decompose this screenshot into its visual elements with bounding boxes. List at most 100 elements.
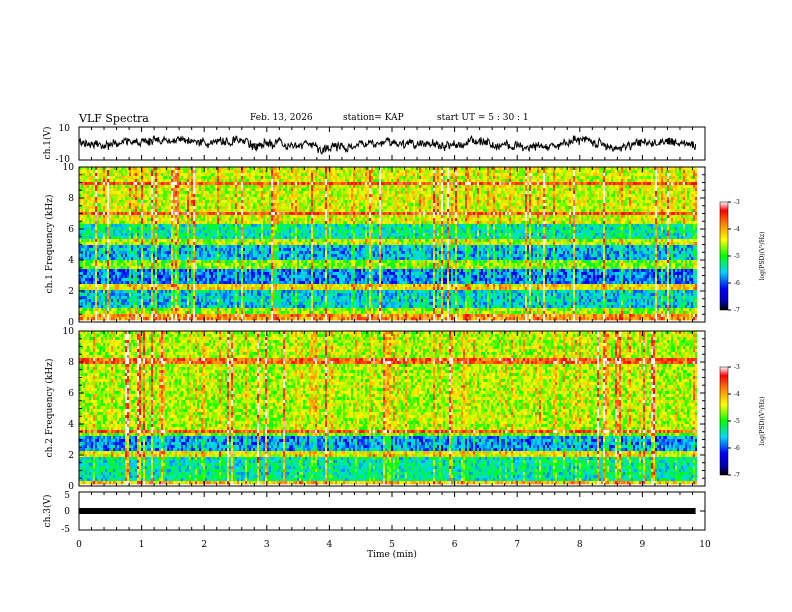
spectrogram-cell — [637, 203, 640, 207]
spectrogram-cell — [81, 200, 84, 204]
spectrogram-cell — [133, 188, 136, 192]
spectrogram-cell — [383, 182, 386, 186]
spectrogram-cell — [591, 197, 594, 201]
spectrogram-cell — [141, 203, 144, 207]
spectrogram-cell — [437, 212, 440, 216]
spectrogram-cell — [231, 191, 234, 195]
spectrogram-cell — [277, 173, 280, 177]
spectrogram-cell — [271, 197, 274, 201]
spectrogram-cell — [461, 173, 464, 177]
spectrogram-cell — [481, 173, 484, 177]
spectrogram-cell — [205, 212, 208, 216]
spectrogram-cell — [573, 194, 576, 198]
spectrogram-cell — [135, 173, 138, 177]
spectrogram-cell — [355, 203, 358, 207]
spectrogram-cell — [611, 200, 614, 204]
spectrogram-cell — [423, 170, 426, 174]
spectrogram-cell — [263, 185, 266, 189]
spectrogram-cell — [175, 206, 178, 210]
spectrogram-cell — [211, 191, 214, 195]
spectrogram-cell — [149, 206, 152, 210]
spectrogram-cell — [561, 188, 564, 192]
spectrogram-cell — [425, 200, 428, 204]
spectrogram-cell — [639, 173, 642, 177]
spectrogram-cell — [589, 200, 592, 204]
spectrogram-cell — [89, 170, 92, 174]
spectrogram-cell — [499, 179, 502, 183]
spectrogram-cell — [551, 194, 554, 198]
spectrogram-cell — [195, 191, 198, 195]
spectrogram-cell — [439, 200, 442, 204]
spectrogram-cell — [619, 197, 622, 201]
spectrogram-cell — [145, 206, 148, 210]
spectrogram-cell — [375, 206, 378, 210]
spectrogram-cell — [617, 188, 620, 192]
spectrogram-cell — [265, 188, 268, 192]
spectrogram-cell — [283, 167, 286, 171]
spectrogram-cell — [443, 185, 446, 189]
spectrogram-cell — [177, 203, 180, 207]
spectrogram-cell — [573, 167, 576, 171]
spectrogram-cell — [199, 173, 202, 177]
spectrogram-cell — [643, 173, 646, 177]
spectrogram-cell — [457, 173, 460, 177]
spectrogram-cell — [579, 188, 582, 192]
spectrogram-cell — [555, 188, 558, 192]
spectrogram-cell — [329, 212, 332, 216]
spectrogram-cell — [141, 185, 144, 189]
spectrogram-cell — [651, 200, 654, 204]
spectrogram-cell — [423, 206, 426, 210]
spectrogram-cell — [371, 173, 374, 177]
spectrogram-cell — [259, 167, 262, 171]
spectrogram-cell — [411, 188, 414, 192]
spectrogram-cell — [441, 170, 444, 174]
spectrogram-cell — [389, 179, 392, 183]
spectrogram-cell — [345, 194, 348, 198]
spectrogram-cell — [87, 167, 90, 171]
spectrogram-cell — [665, 209, 668, 213]
spectrogram-cell — [253, 170, 256, 174]
spectrogram-cell — [533, 185, 536, 189]
spectrogram-cell — [227, 197, 230, 201]
spectrogram-cell — [299, 197, 302, 201]
spectrogram-cell — [465, 173, 468, 177]
spectrogram-cell — [305, 182, 308, 186]
spectrogram-cell — [219, 212, 222, 216]
spectrogram-cell — [371, 212, 374, 216]
spectrogram-cell — [165, 179, 168, 183]
spectrogram-cell — [349, 206, 352, 210]
spectrogram-cell — [411, 173, 414, 177]
spectrogram-cell — [105, 188, 108, 192]
spectrogram-cell — [603, 194, 606, 198]
spectrogram-cell — [403, 191, 406, 195]
spectrogram-cell — [207, 194, 210, 198]
spectrogram-cell — [555, 185, 558, 189]
spectrogram-cell — [193, 182, 196, 186]
spectrogram-cell — [383, 197, 386, 201]
spectrogram-cell — [283, 203, 286, 207]
spectrogram-cell — [253, 200, 256, 204]
spectrogram-cell — [673, 203, 676, 207]
spectrogram-cell — [499, 185, 502, 189]
spectrogram-cell — [475, 185, 478, 189]
spectrogram-cell — [237, 200, 240, 204]
spectrogram-cell — [409, 212, 412, 216]
spectrogram-cell — [531, 173, 534, 177]
spectrogram-cell — [637, 200, 640, 204]
spectrogram-cell — [479, 173, 482, 177]
spectrogram-cell — [79, 176, 82, 180]
spectrogram-cell — [491, 188, 494, 192]
spectrogram-cell — [675, 194, 678, 198]
spectrogram-cell — [571, 200, 574, 204]
spectrogram-cell — [649, 173, 652, 177]
spectrogram-cell — [387, 209, 390, 213]
spectrogram-cell — [313, 197, 316, 201]
spectrogram-cell — [521, 179, 524, 183]
spectrogram-cell — [317, 182, 320, 186]
spectrogram-cell — [269, 188, 272, 192]
spectrogram-cell — [681, 191, 684, 195]
spectrogram-cell — [579, 194, 582, 198]
spectrogram-cell — [215, 191, 218, 195]
spectrogram-cell — [213, 188, 216, 192]
spectrogram-cell — [311, 191, 314, 195]
